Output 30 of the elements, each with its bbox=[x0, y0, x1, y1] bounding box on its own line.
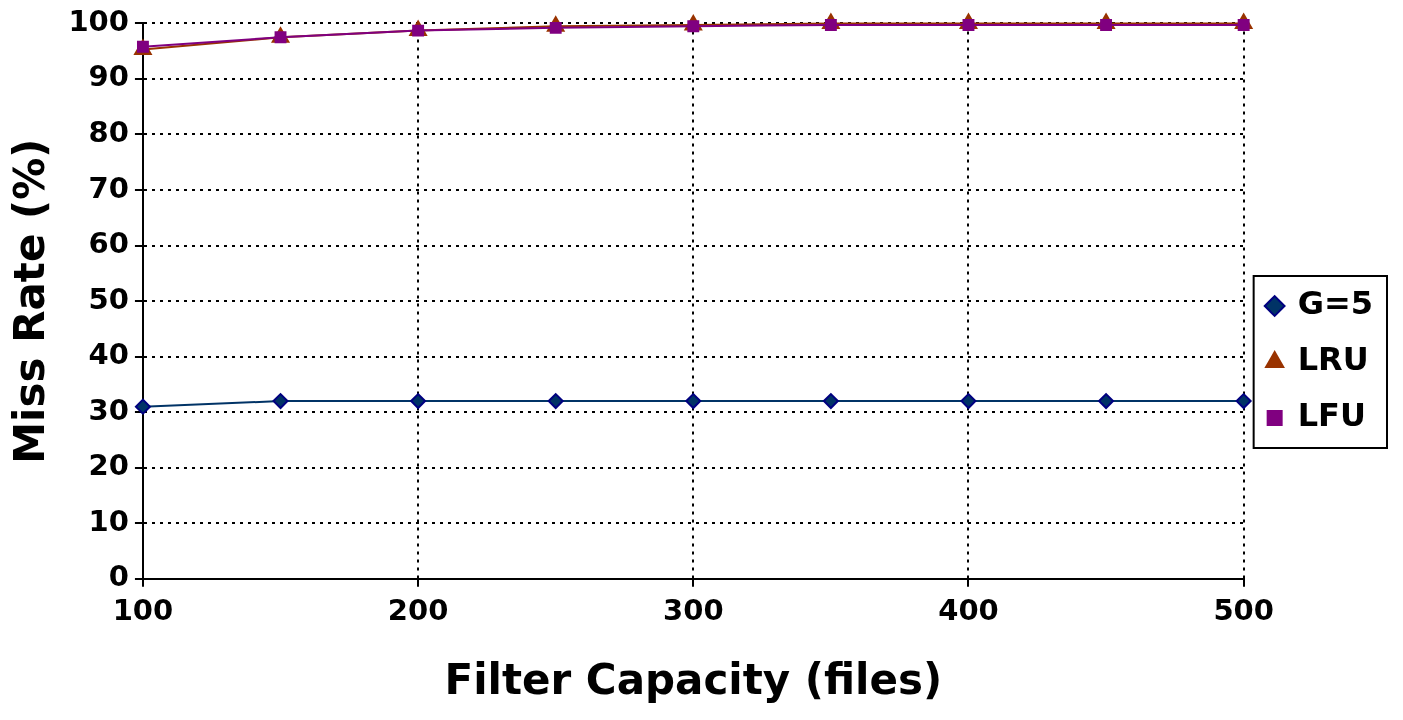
point bbox=[960, 393, 977, 410]
point bbox=[822, 393, 839, 410]
x-tick-label: 500 bbox=[1213, 592, 1274, 627]
y-axis-title: Miss Rate (%) bbox=[5, 138, 55, 464]
x-tick-label: 200 bbox=[387, 592, 449, 627]
legend-label: LFU bbox=[1297, 396, 1366, 435]
x-axis-title: Filter Capacity (files) bbox=[444, 654, 943, 704]
point bbox=[1098, 393, 1115, 410]
y-tick-label: 20 bbox=[88, 448, 129, 483]
y-tick-label: 60 bbox=[88, 226, 129, 261]
y-tick-label: 100 bbox=[68, 3, 129, 38]
x-tick-label: 400 bbox=[938, 592, 999, 627]
x-tick-label: 300 bbox=[663, 592, 724, 627]
y-tick-label: 10 bbox=[88, 503, 129, 538]
point bbox=[547, 393, 564, 410]
point bbox=[410, 393, 427, 410]
y-tick-label: 30 bbox=[88, 392, 129, 427]
legend-label: G=5 bbox=[1297, 284, 1373, 323]
point bbox=[685, 393, 702, 410]
y-tick-label: 0 bbox=[108, 559, 129, 594]
y-tick-label: 90 bbox=[88, 59, 129, 94]
point bbox=[1235, 393, 1252, 410]
y-tick-label: 70 bbox=[88, 170, 129, 205]
x-tick-label: 100 bbox=[112, 592, 174, 627]
point bbox=[134, 398, 151, 415]
legend-label: LRU bbox=[1297, 340, 1369, 379]
y-tick-label: 50 bbox=[88, 281, 129, 316]
y-tick-label: 80 bbox=[88, 115, 129, 150]
y-tick-label: 40 bbox=[88, 337, 129, 372]
point bbox=[272, 393, 289, 410]
